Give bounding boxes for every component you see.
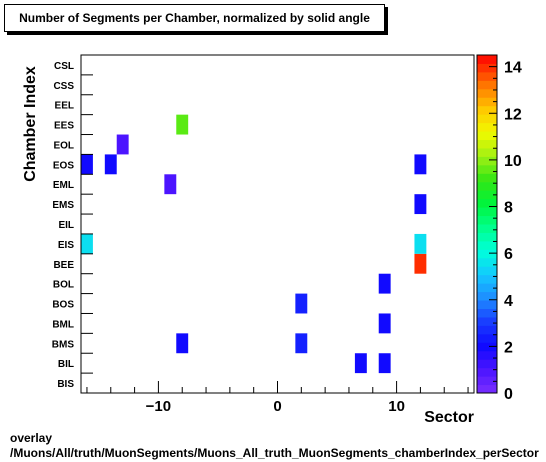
palette-band: [477, 376, 497, 386]
palette-band: [477, 139, 497, 149]
y-tick-label: BIS: [57, 379, 74, 390]
palette-band: [477, 384, 497, 394]
z-tick-label: 8: [504, 200, 513, 217]
heatmap-cell: [414, 154, 427, 175]
palette-band: [477, 198, 497, 208]
heatmap-cell: [176, 333, 189, 354]
palette-band: [477, 122, 497, 132]
palette-band: [477, 55, 497, 64]
palette-band: [477, 105, 497, 115]
x-axis: −10 0 10: [86, 381, 469, 415]
color-palette: [476, 54, 498, 394]
palette-band: [477, 147, 497, 157]
y-tick-label: BOS: [52, 300, 74, 311]
palette-band: [477, 63, 497, 73]
heatmap-cell: [81, 233, 93, 254]
y-tick-label: BOL: [53, 280, 74, 291]
heatmap-cell: [81, 154, 93, 175]
palette-band: [477, 308, 497, 318]
y-axis: BIS BIL BMS BML BOS BOL BEE EIS EIL EMS EML EOS EOL E…: [52, 61, 93, 390]
z-tick-label: 12: [504, 106, 522, 123]
y-tick-label: BMS: [52, 339, 75, 350]
palette-band: [477, 291, 497, 301]
palette-band: [477, 325, 497, 335]
y-tick-label: EOL: [53, 140, 74, 151]
x-tick-label: 0: [273, 398, 281, 415]
heatmap-cell: [164, 174, 177, 195]
y-tick-label: EES: [54, 121, 74, 132]
y-tick-label: BIL: [58, 359, 74, 370]
palette-band: [477, 350, 497, 360]
heatmap-cell: [116, 134, 129, 155]
heatmap-cell: [295, 293, 308, 314]
palette-band: [477, 71, 497, 81]
palette-band: [477, 88, 497, 98]
heatmap-cell: [378, 353, 391, 374]
z-tick-label: 4: [504, 293, 513, 310]
y-tick-label: EMS: [52, 200, 74, 211]
palette-band: [477, 300, 497, 309]
x-axis-label: Sector: [424, 409, 474, 426]
plot-frame: [80, 54, 475, 394]
palette-band: [477, 342, 497, 352]
heatmap-cell: [378, 273, 391, 294]
y-tick-label: EML: [53, 180, 74, 191]
z-tick-label: 2: [504, 339, 513, 356]
y-tick-label: CSS: [53, 81, 74, 92]
palette-band: [477, 316, 497, 326]
z-axis: 0 2 4 6 8 10 12 14: [489, 60, 522, 403]
palette-band: [477, 156, 497, 166]
heatmap-cell: [414, 233, 427, 254]
y-tick-label: BML: [52, 319, 74, 330]
heatmap-cell: [414, 253, 427, 274]
z-tick-label: 6: [504, 246, 513, 263]
z-tick-label: 14: [504, 60, 522, 77]
palette-band: [477, 215, 497, 225]
palette-band: [477, 80, 497, 90]
heatmap-cell: [176, 114, 189, 135]
palette-band: [477, 249, 497, 259]
z-tick-label: 0: [504, 386, 513, 403]
heatmap-cell: [104, 154, 117, 175]
heatmap-cells: [81, 114, 427, 374]
palette-band: [477, 173, 497, 183]
palette-band: [477, 224, 497, 233]
palette-band: [477, 266, 497, 276]
x-tick-label: 10: [388, 398, 405, 415]
palette-frame: [476, 54, 498, 394]
heatmap-cell: [354, 353, 367, 374]
palette-band: [477, 283, 497, 293]
y-tick-label: EEL: [55, 101, 74, 112]
y-tick-label: CSL: [54, 61, 74, 72]
heatmap-cell: [295, 333, 308, 354]
palette-band: [477, 181, 497, 191]
palette-band: [477, 274, 497, 284]
palette-band: [477, 97, 497, 107]
heatmap-cell: [414, 194, 427, 215]
palette-band: [477, 240, 497, 250]
palette-band: [477, 232, 497, 242]
y-tick-label: EIS: [58, 240, 74, 251]
palette-band: [477, 367, 497, 377]
z-tick-label: 10: [504, 153, 522, 170]
palette-band: [477, 131, 497, 140]
chart-title: Number of Segments per Chamber, normaliz…: [4, 4, 385, 32]
palette-band: [477, 207, 497, 217]
footer-histogram-path: /Muons/All/truth/MuonSegments/Muons_All_…: [10, 446, 539, 460]
palette-band: [477, 257, 497, 267]
palette-band: [477, 359, 497, 369]
heatmap-cell: [378, 313, 391, 334]
palette-band: [477, 164, 497, 174]
y-tick-label: EOS: [53, 160, 74, 171]
y-tick-label: BEE: [53, 260, 74, 271]
y-tick-label: EIL: [58, 220, 74, 231]
footer-overlay-label: overlay: [10, 431, 53, 445]
x-tick-label: −10: [146, 398, 171, 415]
palette-band: [477, 114, 497, 124]
palette-band: [477, 190, 497, 200]
palette-band: [477, 333, 497, 343]
